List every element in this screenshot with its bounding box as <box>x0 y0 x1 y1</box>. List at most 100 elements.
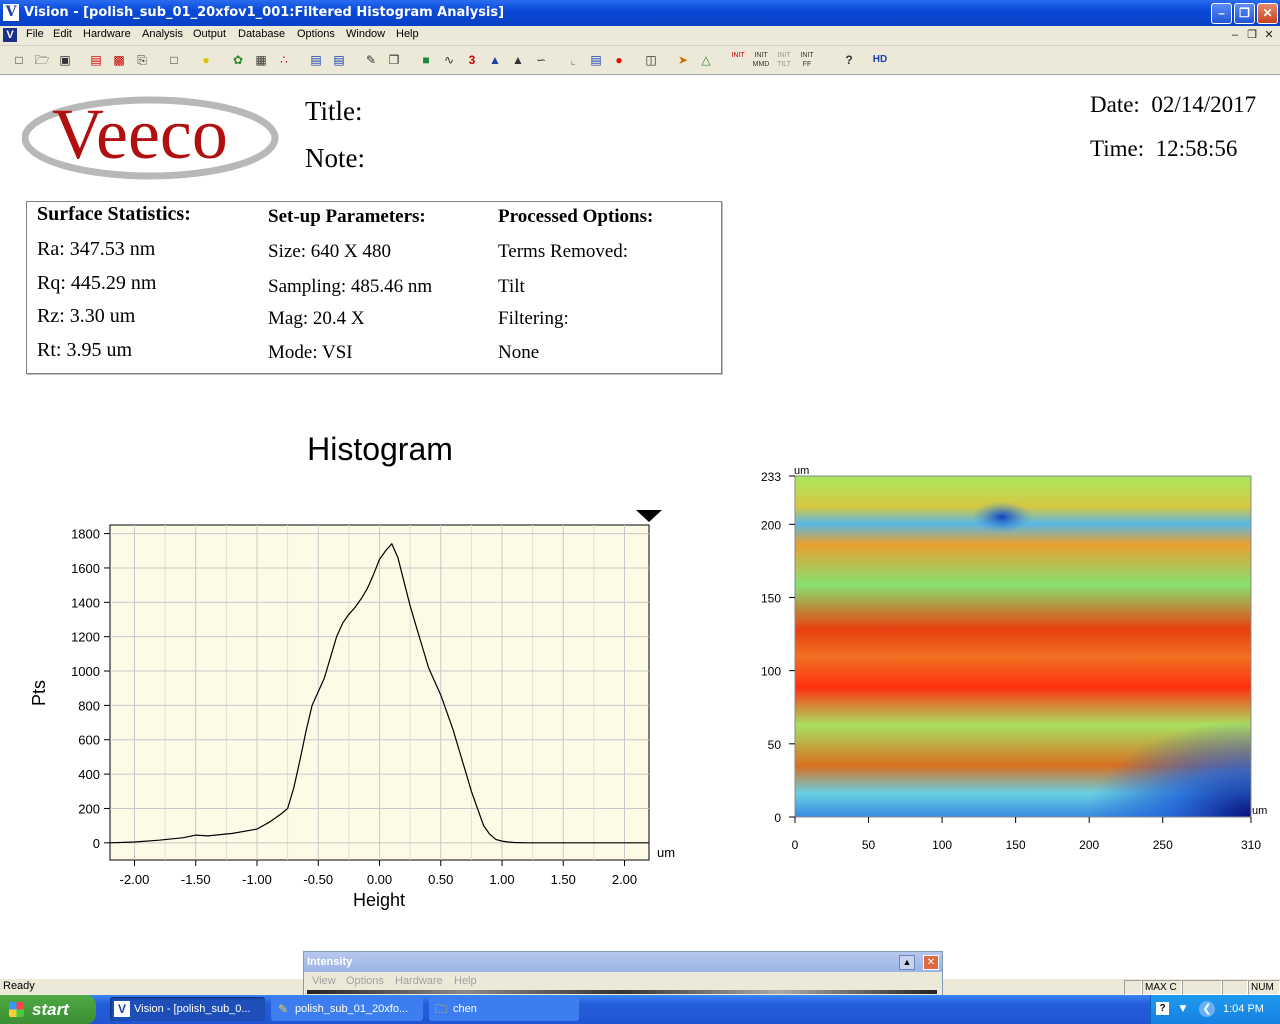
print-setup-icon[interactable]: ▤ <box>90 53 102 67</box>
ruler-icon[interactable]: ✎ <box>365 53 377 67</box>
histogram-y-tick-label: 1400 <box>71 595 100 610</box>
intensity-menu-hardware[interactable]: Hardware <box>395 975 443 987</box>
histogram-x-tick-label: 1.50 <box>551 872 576 887</box>
task-folder[interactable]: 🗀 chen <box>429 997 579 1021</box>
intensity-window[interactable]: Intensity ▲ ✕ View Options Hardware Help <box>303 951 943 997</box>
histogram-x-tick-label: 0.00 <box>367 872 392 887</box>
report-icon[interactable]: ▤ <box>310 53 322 67</box>
start-button[interactable]: start <box>0 995 96 1024</box>
histogram-icon[interactable]: ▲ <box>512 53 524 67</box>
hd-icon[interactable]: HD <box>872 54 888 65</box>
option-terms-removed: Terms Removed: <box>498 241 629 262</box>
intensity-menu-options[interactable]: Options <box>346 975 384 987</box>
system-tray: ? ▼ ❮ 1:04 PM <box>1150 995 1280 1024</box>
menu-database[interactable]: Database <box>238 28 286 40</box>
taskbar: start V Vision - [polish_sub_0... ✎ poli… <box>0 995 1280 1024</box>
document-app-icon: ✎ <box>277 1002 289 1016</box>
tray-expand-icon[interactable]: ❮ <box>1199 1001 1215 1017</box>
histogram-y-tick-label: 1200 <box>71 630 100 645</box>
menu-edit[interactable]: Edit <box>53 28 72 40</box>
heatmap-x-tick-label: 310 <box>1241 838 1261 852</box>
date-label: Date: <box>1090 92 1140 117</box>
mdi-close-button[interactable]: ✕ <box>1264 29 1274 41</box>
param-mode: Mode: VSI <box>268 342 353 363</box>
init-icon[interactable]: INIT <box>731 52 745 59</box>
init-ff-icon[interactable]: INIT FF <box>800 52 814 68</box>
dots-icon[interactable]: ∴ <box>280 53 288 67</box>
menu-file[interactable]: File <box>26 28 44 40</box>
surface-heatmap[interactable]: 0 50 100 150 200 250 310 0 50 100 150 200 233 um um <box>740 460 1280 860</box>
intensity-title: Intensity <box>307 956 353 968</box>
task-vision[interactable]: V Vision - [polish_sub_0... <box>110 997 265 1021</box>
save-icon[interactable]: ▣ <box>59 53 71 67</box>
heatmap-x-tick-label: 0 <box>792 838 799 852</box>
init-tilt-icon[interactable]: INIT TILT <box>777 52 791 68</box>
print-icon[interactable]: ⎘ <box>137 53 147 67</box>
window-title: Vision - [polish_sub_01_20xfov1_001:Filt… <box>24 5 505 20</box>
intensity-menu-help[interactable]: Help <box>454 975 477 987</box>
histogram-y-tick-label: 400 <box>78 767 100 782</box>
stat-rt: Rt: 3.95 um <box>37 339 133 361</box>
mdi-minimize-button[interactable]: – <box>1231 29 1239 41</box>
heatmap-y-tick-label: 100 <box>761 665 781 679</box>
histogram-x-tick-label: -2.00 <box>120 872 150 887</box>
page-icon[interactable]: □ <box>170 53 178 67</box>
close-button[interactable]: ✕ <box>1257 3 1278 24</box>
cursor-marker-icon[interactable] <box>636 510 662 522</box>
menu-options[interactable]: Options <box>297 28 335 40</box>
3d-icon[interactable]: 3 <box>468 53 476 67</box>
option-tilt: Tilt <box>498 276 525 297</box>
menu-output[interactable]: Output <box>193 28 227 40</box>
curve-icon[interactable]: ∽ <box>535 53 547 67</box>
pin-icon[interactable]: ▲ <box>899 955 915 970</box>
help-tray-icon[interactable]: ? <box>1156 1002 1169 1015</box>
heatmap-y-unit: um <box>794 465 809 477</box>
palette-icon[interactable]: ✿ <box>232 53 244 67</box>
windows-logo-icon <box>9 1002 24 1017</box>
menu-window[interactable]: Window <box>346 28 386 40</box>
logo-text: Veeco <box>52 94 228 174</box>
profile-icon[interactable]: ∿ <box>443 53 455 67</box>
mask-icon[interactable]: ▦ <box>255 53 267 67</box>
document-icon[interactable]: V <box>3 28 17 42</box>
record-icon[interactable]: ● <box>615 53 623 67</box>
stats-icon[interactable]: ▲ <box>489 53 501 67</box>
status-pane-4 <box>1222 980 1248 995</box>
map-icon[interactable]: ■ <box>422 53 430 67</box>
print-preview-icon[interactable]: ▩ <box>113 53 125 67</box>
menu-help[interactable]: Help <box>396 28 419 40</box>
open-icon[interactable]: 🗁 <box>34 53 50 67</box>
intensity-title-bar[interactable]: Intensity <box>304 952 942 972</box>
report2-icon[interactable]: ▤ <box>333 53 345 67</box>
close-icon: ✕ <box>1262 6 1273 20</box>
mdi-restore-button[interactable]: ❐ <box>1247 29 1257 41</box>
menu-bar: V File Edit Hardware Analysis Output Dat… <box>0 26 1280 46</box>
heatmap-y-tick-label: 200 <box>761 518 781 532</box>
plot-icon[interactable]: ▤ <box>590 53 602 67</box>
new-icon[interactable]: □ <box>15 53 23 67</box>
copy-icon[interactable]: ❐ <box>388 53 400 67</box>
histogram-x-tick-label: -1.50 <box>181 872 211 887</box>
flask-icon[interactable]: △ <box>701 53 711 67</box>
crop-icon[interactable]: ⌞ <box>570 53 576 67</box>
maximize-button[interactable]: ❐ <box>1234 3 1255 24</box>
menu-hardware[interactable]: Hardware <box>83 28 131 40</box>
task-document[interactable]: ✎ polish_sub_01_20xfo... <box>271 997 423 1021</box>
light-icon[interactable]: ● <box>202 53 210 67</box>
menu-analysis[interactable]: Analysis <box>142 28 183 40</box>
minimize-button[interactable]: – <box>1211 3 1232 24</box>
intensity-image-strip <box>307 990 937 994</box>
window-title-bar[interactable]: V Vision - [polish_sub_01_20xfov1_001:Fi… <box>0 0 1280 26</box>
cursor-icon[interactable]: ➤ <box>677 53 689 67</box>
tilt-icon[interactable]: ◫ <box>645 53 657 67</box>
help-icon[interactable]: ? <box>845 53 853 67</box>
app-icon[interactable]: V <box>3 4 19 21</box>
init-mmd-icon[interactable]: INIT MMD <box>752 52 770 68</box>
report-title-label: Title: <box>305 96 363 126</box>
intensity-close-icon[interactable]: ✕ <box>923 955 939 970</box>
surface-stats-heading: Surface Statistics: <box>37 203 191 225</box>
intensity-menu-view[interactable]: View <box>312 975 336 987</box>
network-tray-icon[interactable]: ▼ <box>1177 1001 1189 1015</box>
heatmap-x-tick-label: 50 <box>862 838 876 852</box>
start-label: start <box>32 1000 69 1019</box>
